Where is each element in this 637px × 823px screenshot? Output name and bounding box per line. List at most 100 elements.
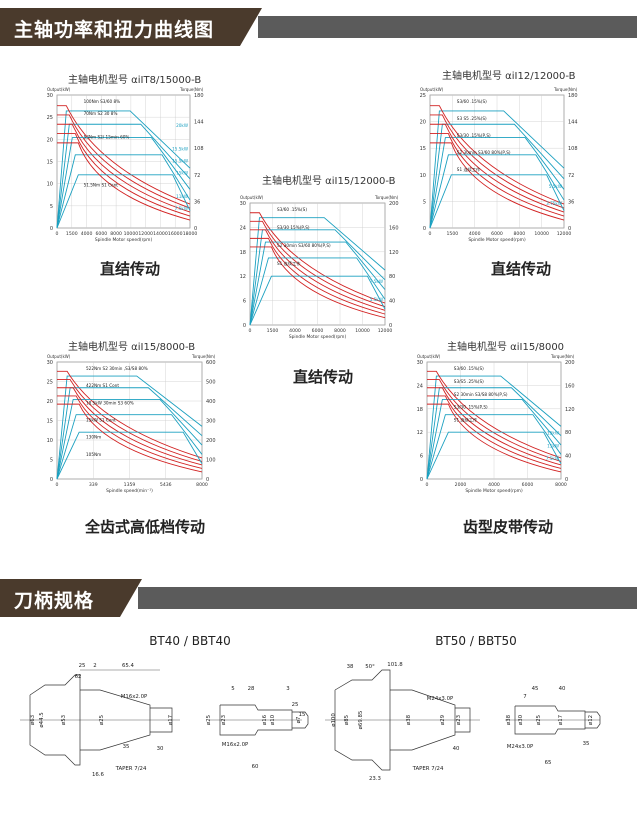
- y2-tick-label: 200: [389, 201, 399, 207]
- torque-curve: [57, 370, 203, 459]
- x-tick-label: 10000: [534, 231, 549, 237]
- power-curve: [429, 174, 565, 229]
- chart-model-label: 主轴电机型号 αiI15/12000-B: [262, 176, 396, 187]
- bt40-dim: 2: [93, 663, 96, 669]
- y-tick-label: 30: [47, 360, 53, 366]
- power-curve: [56, 174, 191, 229]
- torque-curve: [57, 133, 191, 217]
- curve-annotation: S3/30 .15%(P,S): [457, 133, 491, 138]
- x-tick-label: 6000: [522, 482, 534, 488]
- holder-title-bt50: BT50 / BBT50: [435, 634, 517, 648]
- curve-annotation: 11kW: [176, 194, 188, 199]
- x-tick-label: 0: [429, 231, 432, 237]
- y2-axis-label: Torque(Nm): [191, 354, 216, 359]
- y-tick-label: 25: [420, 93, 426, 99]
- torque-curve: [430, 114, 565, 209]
- bt50-dim: 7: [523, 694, 526, 700]
- curve-annotation: S2 30min S3/60 80%(P,S): [277, 243, 331, 248]
- bt50-dim: M24x3.0P: [507, 744, 534, 750]
- y2-tick-label: 200: [206, 438, 216, 444]
- curve-annotation: 70Nm S2 30 8%: [84, 111, 118, 116]
- y-tick-label: 20: [420, 120, 426, 126]
- y2-tick-label: 36: [568, 199, 574, 205]
- y-tick-label: 25: [47, 380, 53, 386]
- x-tick-label: 2000: [455, 482, 467, 488]
- torque-curve: [57, 379, 203, 462]
- curve-annotation: S3/30 .15%(P,S): [454, 405, 488, 410]
- y2-tick-label: 108: [194, 146, 204, 152]
- y2-tick-label: 0: [389, 323, 392, 329]
- chart-caption: 直结传动: [490, 260, 551, 278]
- x-axis-label: Spindle Motor speed(rpm): [465, 488, 523, 494]
- power-curve: [56, 137, 191, 229]
- section-title-curves: 主轴功率和扭力曲线图: [14, 19, 215, 41]
- x-tick-label: 0: [56, 231, 59, 237]
- curve-annotation: 15.5kW: [172, 147, 188, 152]
- y2-tick-label: 600: [206, 360, 216, 366]
- x-tick-label: 10000: [124, 231, 139, 237]
- bt40-dim: ø17: [168, 715, 174, 725]
- torque-curve: [250, 237, 386, 315]
- chart-model-label: 主轴电机型号 αiIT8/15000-B: [68, 75, 202, 86]
- curve-annotation: 15kW S1 Cont: [86, 418, 116, 423]
- bt40-dim: 28: [248, 686, 255, 692]
- y-tick-label: 5: [50, 458, 53, 464]
- bt40-dim: 35: [123, 744, 130, 750]
- y2-axis-label: Torque(Nm): [550, 354, 575, 359]
- y2-tick-label: 100: [206, 458, 216, 464]
- power-curve: [249, 217, 386, 326]
- curve-annotation: 5.5kW: [370, 297, 383, 302]
- bt50-stud-head: [585, 711, 601, 729]
- bt40-dim: ø53: [61, 715, 67, 725]
- power-curve: [429, 110, 565, 229]
- curve-annotation: S3 S5 .25%(S): [457, 116, 487, 121]
- chart-caption: 全齿式高低档传动: [84, 518, 205, 536]
- y-tick-label: 30: [240, 201, 246, 207]
- y-axis-label: Output(kW): [47, 354, 71, 359]
- power-curve: [249, 257, 386, 326]
- x-tick-label: 8000: [110, 231, 122, 237]
- y-tick-label: 0: [243, 323, 246, 329]
- y-tick-label: 0: [50, 226, 53, 232]
- bt50-dim: 65: [545, 760, 552, 766]
- bt40-dim: 25: [292, 702, 299, 708]
- bt40-pull-stud: [219, 704, 293, 736]
- power-curve: [429, 123, 565, 229]
- chart-caption: 直结传动: [292, 368, 353, 386]
- y2-tick-label: 144: [194, 120, 204, 126]
- bt40-dim: 25: [79, 663, 86, 669]
- y2-axis-label: Torque(Nm): [553, 87, 578, 92]
- curve-annotation: S3/30 15%(P,S): [277, 225, 310, 230]
- x-tick-label: 5436: [160, 482, 172, 488]
- y-tick-label: 10: [420, 173, 426, 179]
- y-tick-label: 24: [240, 225, 246, 231]
- x-tick-label: 8000: [555, 482, 567, 488]
- bt40-dim: ø23: [221, 715, 227, 725]
- curve-annotation: 15kW: [547, 430, 559, 435]
- torque-curve: [250, 229, 386, 311]
- torque-curve: [427, 379, 562, 462]
- bt50-dim: M24x3.0P: [427, 696, 454, 702]
- x-tick-label: 4000: [469, 231, 481, 237]
- y-tick-label: 0: [423, 226, 426, 232]
- curve-annotation: 7.5kW: [370, 279, 383, 284]
- y-axis-label: Output(kW): [417, 354, 441, 359]
- x-tick-label: 8000: [513, 231, 525, 237]
- x-tick-label: 0: [56, 482, 59, 488]
- bt40-dim: ø25: [206, 715, 212, 725]
- bt50-dim: ø38: [406, 714, 412, 725]
- bt50-dim: ø85: [344, 715, 350, 725]
- y-axis-label: Output(kW): [47, 87, 71, 92]
- y2-axis-label: Torque(Nm): [374, 195, 399, 200]
- bt40-dim: ø16: [262, 714, 268, 725]
- x-axis-label: Spindle Motor speed(rpm): [289, 334, 347, 340]
- bt40-dim: M16x2.0P: [121, 694, 148, 700]
- curve-annotation: S1 连续工作: [277, 260, 301, 267]
- x-tick-label: 12000: [557, 231, 572, 237]
- y-tick-label: 30: [417, 360, 423, 366]
- bt40-dim: ø7: [296, 717, 302, 724]
- y2-tick-label: 40: [565, 454, 571, 460]
- curve-annotation: S1 连续工作: [454, 417, 478, 424]
- curve-annotation: 15kW: [176, 170, 188, 175]
